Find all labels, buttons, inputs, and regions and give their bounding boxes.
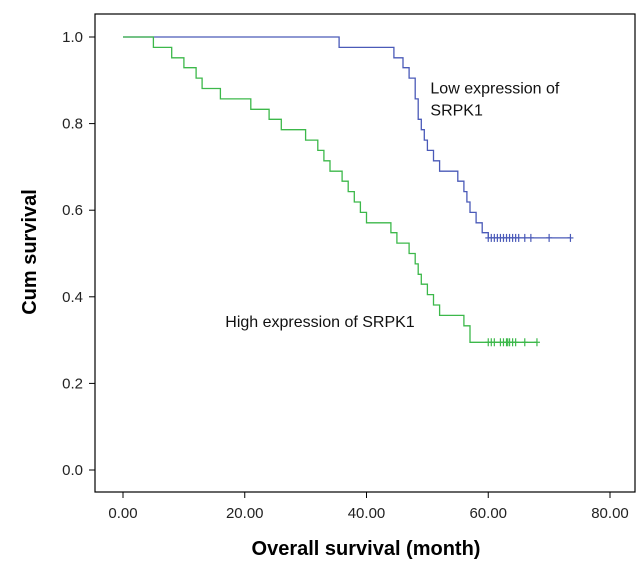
y-tick-label: 0.4 xyxy=(62,289,83,306)
censor-mark-low xyxy=(515,233,522,242)
censor-mark-low xyxy=(527,233,534,242)
y-tick-label: 0.6 xyxy=(62,202,83,219)
annotation-line: Low expression of xyxy=(430,80,560,97)
series-layer xyxy=(123,36,574,347)
y-axis-title: Cum survival xyxy=(19,189,41,315)
x-tick-label: 20.00 xyxy=(226,505,264,522)
censor-mark-high xyxy=(491,338,498,347)
annotation-line: High expression of SRPK1 xyxy=(225,314,415,331)
plot-frame xyxy=(94,13,636,493)
censor-mark-low xyxy=(567,233,574,242)
x-tick-label: 40.00 xyxy=(348,505,386,522)
plot-area xyxy=(94,13,636,493)
x-axis: 0.00 20.00 40.00 60.00 80.00 xyxy=(108,492,629,522)
x-tick-label: 0.00 xyxy=(108,505,137,522)
y-axis: 0.0 0.2 0.4 0.6 0.8 1.0 xyxy=(62,29,95,479)
x-tick-label: 80.00 xyxy=(591,505,629,522)
censor-mark-low xyxy=(546,233,553,242)
annotation-line: SRPK1 xyxy=(430,102,483,119)
y-tick-label: 0.8 xyxy=(62,116,83,133)
survival-line-high xyxy=(123,36,537,343)
y-tick-label: 1.0 xyxy=(62,29,83,46)
annotation-high: High expression of SRPK1 xyxy=(225,314,415,331)
y-tick-label: 0.0 xyxy=(62,462,83,479)
censor-mark-high xyxy=(533,338,540,347)
annotation-layer: Low expression of SRPK1 High expression of… xyxy=(225,80,560,331)
x-tick-label: 60.00 xyxy=(469,505,507,522)
censor-mark-high xyxy=(521,338,528,347)
y-tick-label: 0.2 xyxy=(62,375,83,392)
survival-line-low xyxy=(123,36,571,239)
censor-mark-high xyxy=(512,338,519,347)
annotation-low: Low expression of SRPK1 xyxy=(430,80,560,119)
x-axis-title: Overall survival (month) xyxy=(252,538,481,560)
censor-mark-low xyxy=(521,233,528,242)
